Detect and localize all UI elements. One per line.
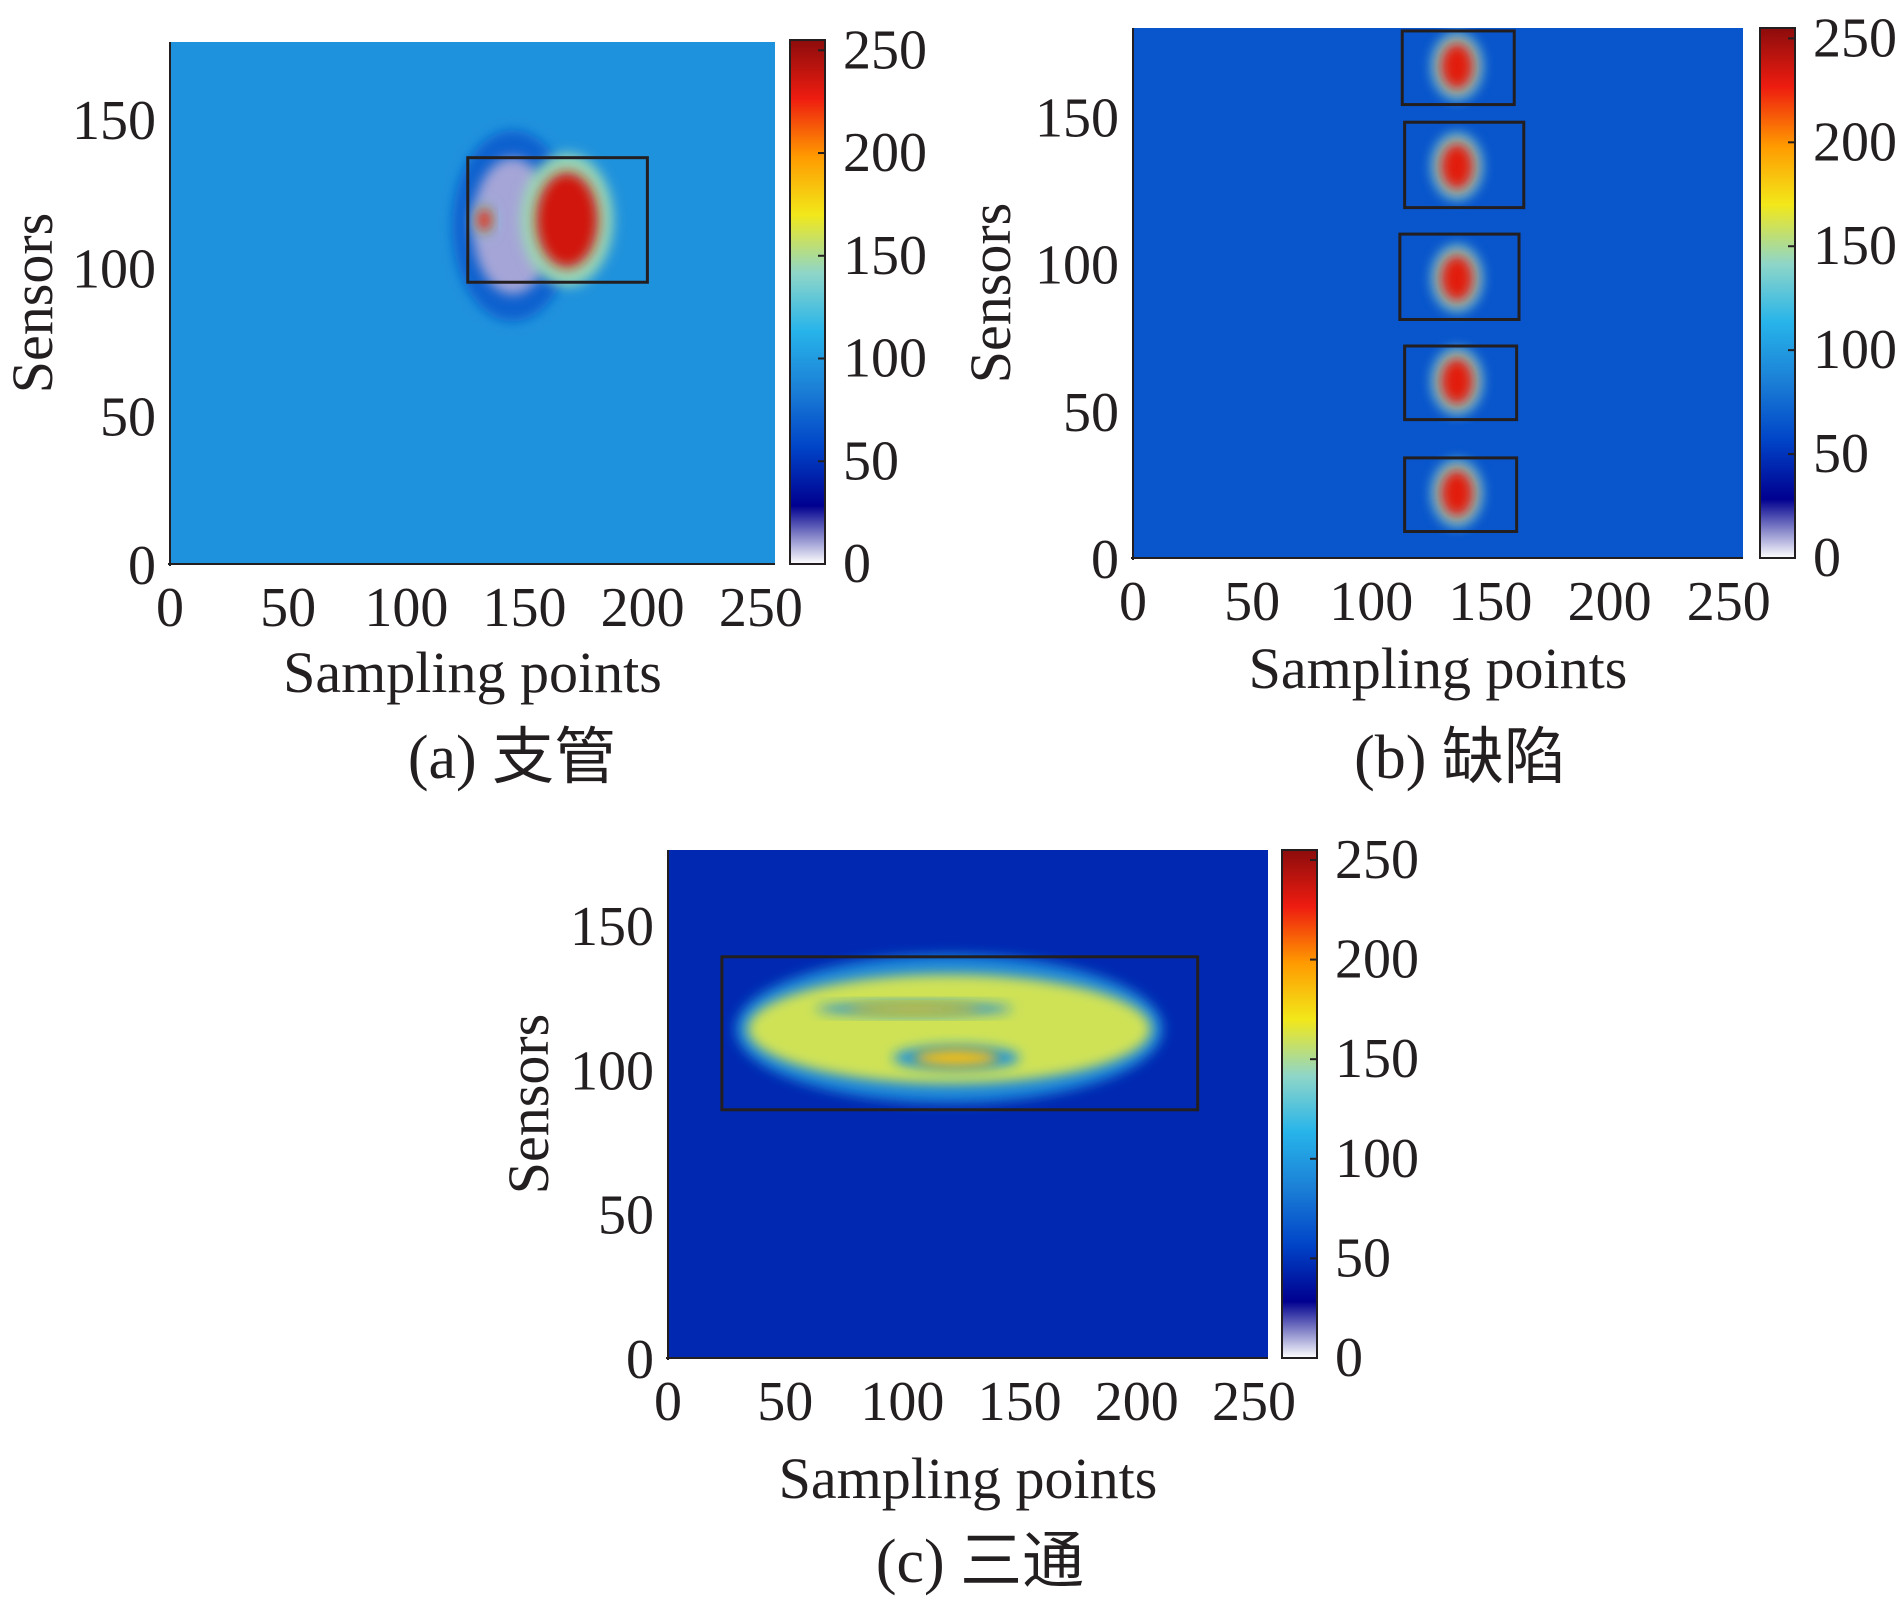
- heatmap-background: [668, 850, 1268, 1358]
- x-tick-label: 200: [1568, 571, 1652, 633]
- x-tick-label: 250: [1212, 1371, 1296, 1433]
- colorbar-tick-label: 50: [843, 430, 899, 492]
- colorbar-tick-label: 50: [1335, 1227, 1391, 1289]
- x-tick-label: 0: [156, 577, 184, 639]
- highlight-box: [720, 955, 1200, 1112]
- colorbar-tick-label: 200: [1813, 111, 1897, 173]
- x-axis-title: Sampling points: [779, 1446, 1158, 1511]
- x-tick-label: 0: [1119, 571, 1147, 633]
- x-tick-label: 150: [1448, 571, 1532, 633]
- colorbar-tick-label: 0: [843, 533, 871, 595]
- highlight-box: [1403, 120, 1526, 210]
- panel-b: (b) 缺陷 0 50 100 150 200 250050100150Sampling …: [958, 7, 1897, 792]
- x-tick-label: 50: [1224, 571, 1280, 633]
- y-tick-label: 0: [128, 535, 156, 597]
- panel-c: (c) 三通 0 50 100 150 200 250 0 50 100 150 Sampling …: [496, 829, 1419, 1596]
- heatmap-feature-high: [1440, 142, 1474, 190]
- colorbar-tick-label: 150: [843, 225, 927, 287]
- heatmap-feature-high: [1440, 469, 1474, 517]
- colorbar-tick-label: 200: [1335, 929, 1419, 991]
- colorbar-tick-label: 250: [1335, 829, 1419, 891]
- panel-c-caption: (c) 三通: [876, 1528, 1084, 1596]
- x-tick-label: 150: [482, 577, 566, 639]
- x-tick-label: 100: [860, 1371, 944, 1433]
- colorbar: [789, 39, 826, 565]
- colorbar-tick-label: 0: [1335, 1327, 1363, 1389]
- y-tick-label: 150: [570, 896, 654, 958]
- highlight-box: [1403, 344, 1519, 422]
- heatmap-feature-high: [477, 208, 492, 232]
- heatmap-background: [170, 42, 775, 564]
- y-axis-title: Sensors: [958, 203, 1023, 383]
- panel-a-caption: (a) 支管: [408, 724, 616, 792]
- colorbar-tick-label: 0: [1813, 527, 1841, 589]
- colorbar-tick-label: 200: [843, 122, 927, 184]
- x-tick-label: 200: [601, 577, 685, 639]
- heatmap-c: [668, 850, 1268, 1358]
- colorbar-tick-label: 100: [1335, 1128, 1419, 1190]
- x-tick-label: 250: [719, 577, 803, 639]
- heatmap-feature-high: [848, 1004, 980, 1014]
- y-tick-label: 0: [626, 1329, 654, 1391]
- colorbar-tick-label: 250: [1813, 7, 1897, 69]
- colorbar-tick-label: 100: [843, 328, 927, 390]
- x-tick-label: 200: [1095, 1371, 1179, 1433]
- colorbar: [1281, 849, 1318, 1359]
- x-axis-title: Sampling points: [1249, 636, 1628, 701]
- heatmap-feature-high: [1440, 254, 1474, 302]
- heatmap-feature-high: [536, 172, 598, 268]
- x-tick-label: 50: [757, 1371, 813, 1433]
- x-tick-label: 150: [978, 1371, 1062, 1433]
- y-tick-label: 50: [1063, 382, 1119, 444]
- y-axis-title: Sensors: [0, 213, 65, 393]
- highlight-box: [1398, 232, 1521, 321]
- heatmap-feature-plateau: [747, 974, 1151, 1084]
- y-tick-label: 0: [1091, 529, 1119, 591]
- highlight-box: [1403, 456, 1519, 533]
- y-tick-label: 100: [570, 1040, 654, 1102]
- panel-b-caption: (b) 缺陷: [1354, 724, 1566, 792]
- colorbar-tick-label: 150: [1813, 215, 1897, 277]
- highlight-box: [1400, 29, 1516, 107]
- y-axis-title: Sensors: [496, 1014, 561, 1194]
- colorbar-tick-label: 50: [1813, 423, 1869, 485]
- x-axis-title: Sampling points: [283, 640, 662, 705]
- y-tick-label: 100: [72, 238, 156, 300]
- heatmap-a: [170, 42, 775, 564]
- x-tick-label: 250: [1687, 571, 1771, 633]
- heatmap-feature-high: [1440, 42, 1474, 90]
- colorbar: [1759, 27, 1796, 559]
- y-tick-label: 100: [1035, 235, 1119, 297]
- y-tick-label: 50: [100, 387, 156, 449]
- panel-a: (a) 支管 0 50 100 150 200 250050100150Sampling …: [0, 19, 927, 792]
- x-tick-label: 100: [364, 577, 448, 639]
- x-tick-label: 50: [260, 577, 316, 639]
- x-tick-label: 0: [654, 1371, 682, 1433]
- colorbar-tick-label: 100: [1813, 319, 1897, 381]
- y-tick-label: 50: [598, 1185, 654, 1247]
- heatmap-b: [1133, 28, 1743, 558]
- heatmap-feature-high: [914, 1049, 999, 1067]
- x-tick-label: 100: [1329, 571, 1413, 633]
- colorbar-tick-label: 150: [1335, 1028, 1419, 1090]
- y-tick-label: 150: [1035, 87, 1119, 149]
- highlight-box: [466, 156, 649, 284]
- y-tick-label: 150: [72, 90, 156, 152]
- colorbar-tick-label: 250: [843, 19, 927, 81]
- heatmap-feature-high: [1440, 357, 1474, 405]
